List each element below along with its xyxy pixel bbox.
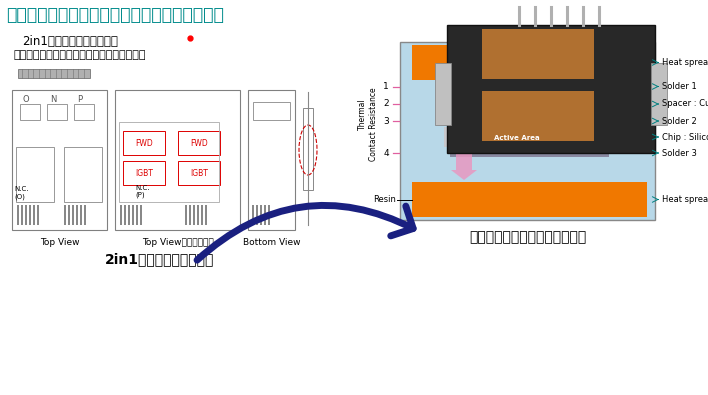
Bar: [178, 131, 220, 155]
Bar: [84, 205, 86, 225]
Bar: [115, 90, 240, 230]
Bar: [37, 205, 39, 225]
Bar: [450, 149, 609, 157]
Bar: [450, 117, 609, 125]
Bar: [76, 205, 78, 225]
Bar: [120, 205, 122, 225]
Bar: [201, 205, 203, 225]
Bar: [256, 205, 258, 225]
Bar: [12, 90, 107, 230]
Bar: [248, 90, 295, 230]
Bar: [440, 93, 619, 115]
Text: 2in1パワーカード全体図: 2in1パワーカード全体図: [105, 252, 215, 266]
Bar: [25, 205, 27, 225]
Bar: [18, 69, 90, 78]
Bar: [64, 147, 102, 202]
Text: Solder 3: Solder 3: [662, 149, 697, 158]
Bar: [123, 131, 165, 155]
Text: Thermal: Thermal: [358, 98, 367, 130]
Bar: [136, 205, 138, 225]
Bar: [178, 161, 220, 185]
Bar: [482, 29, 594, 79]
Bar: [435, 63, 451, 125]
Bar: [264, 205, 266, 225]
Text: 測定および解析対象となるパワーカードの構成: 測定および解析対象となるパワーカードの構成: [6, 6, 224, 24]
Text: 1: 1: [383, 82, 389, 91]
Text: 3: 3: [383, 117, 389, 126]
Bar: [20, 104, 40, 120]
Bar: [651, 63, 667, 125]
Text: P: P: [77, 96, 83, 105]
Text: FWD: FWD: [135, 139, 153, 147]
Text: O: O: [23, 96, 29, 105]
Bar: [268, 205, 270, 225]
Text: 2: 2: [383, 100, 389, 109]
Text: ・発熱源両側に多層からなる放熱経路を構成: ・発熱源両側に多層からなる放熱経路を構成: [14, 50, 147, 60]
Bar: [303, 108, 313, 190]
Text: IGBT: IGBT: [135, 169, 153, 177]
Bar: [21, 205, 23, 225]
Bar: [72, 205, 74, 225]
Bar: [412, 182, 647, 217]
Bar: [252, 205, 254, 225]
Text: 発熱源～放熱経路の断面概略図: 発熱源～放熱経路の断面概略図: [469, 230, 586, 244]
Text: Chip : Silicon: Chip : Silicon: [662, 132, 708, 141]
Text: Active Area: Active Area: [493, 135, 539, 141]
Bar: [253, 102, 290, 120]
FancyArrowPatch shape: [197, 205, 413, 260]
Text: Solder 2: Solder 2: [662, 117, 697, 126]
Bar: [193, 205, 195, 225]
Bar: [29, 205, 31, 225]
Bar: [400, 42, 655, 220]
Text: Heat spreader : Cu: Heat spreader : Cu: [662, 195, 708, 204]
Text: IGBT: IGBT: [190, 169, 208, 177]
Bar: [132, 205, 134, 225]
Bar: [140, 205, 142, 225]
Bar: [412, 45, 647, 80]
Bar: [205, 205, 207, 225]
Bar: [47, 104, 67, 120]
Text: 2in1両面放熱パワーカード: 2in1両面放熱パワーカード: [22, 35, 118, 48]
Bar: [16, 147, 54, 202]
Text: Heat spreader : Cu: Heat spreader : Cu: [662, 58, 708, 67]
Text: N: N: [50, 96, 56, 105]
Bar: [33, 205, 35, 225]
Bar: [447, 25, 655, 153]
Bar: [124, 205, 126, 225]
Text: Top View: Top View: [40, 238, 79, 247]
FancyArrow shape: [451, 149, 477, 180]
FancyArrow shape: [451, 84, 477, 94]
Text: Top View（チップ層）: Top View（チップ層）: [142, 238, 213, 247]
Text: Spacer : Cu: Spacer : Cu: [662, 100, 708, 109]
Text: Contact Resistance: Contact Resistance: [368, 87, 377, 161]
Bar: [456, 133, 577, 142]
Bar: [185, 205, 187, 225]
Bar: [444, 127, 615, 147]
Bar: [64, 205, 66, 225]
Bar: [482, 91, 594, 141]
Bar: [123, 161, 165, 185]
Text: Bottom View: Bottom View: [243, 238, 300, 247]
Text: 4: 4: [383, 149, 389, 158]
Text: Resin: Resin: [373, 196, 396, 205]
Bar: [260, 205, 262, 225]
Bar: [119, 122, 219, 202]
Text: Solder 1: Solder 1: [662, 82, 697, 91]
Bar: [197, 205, 199, 225]
Bar: [128, 205, 130, 225]
Text: N.C.
(O): N.C. (O): [14, 186, 28, 199]
Bar: [17, 205, 19, 225]
Bar: [440, 82, 619, 91]
Bar: [74, 104, 94, 120]
Text: N.C.
(P): N.C. (P): [135, 185, 149, 199]
Bar: [80, 205, 82, 225]
Bar: [68, 205, 70, 225]
Bar: [189, 205, 191, 225]
Text: FWD: FWD: [190, 139, 208, 147]
